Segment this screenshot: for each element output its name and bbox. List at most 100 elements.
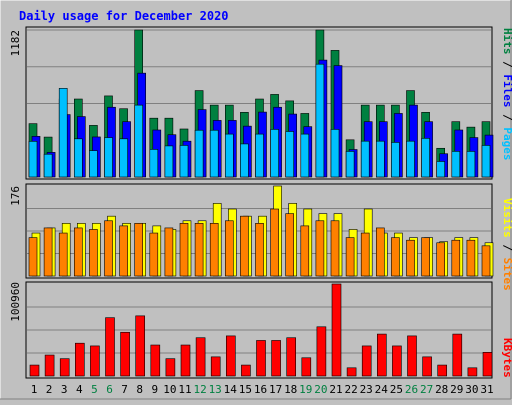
bar-pages-day-4 [74, 138, 83, 178]
bar-pages-day-30 [466, 151, 476, 178]
bar-pages-day-23 [360, 140, 370, 178]
x-tick-label-day-14: 14 [224, 383, 238, 396]
bar-kbytes-day-25 [392, 345, 402, 377]
x-tick-label-day-2: 2 [46, 383, 53, 396]
bar-sites-day-14 [225, 220, 234, 277]
bar-sites-day-20 [315, 220, 325, 277]
x-tick-label-day-11: 11 [178, 383, 191, 396]
x-tick-label-day-6: 6 [106, 383, 113, 396]
legend-sites: Sites [501, 258, 512, 291]
bar-sites-day-22 [345, 237, 355, 277]
bar-sites-day-9 [149, 232, 159, 277]
x-tick-label-day-10: 10 [163, 383, 176, 396]
ymax-label-hits: 1182 [9, 30, 22, 57]
bar-sites-day-8 [134, 223, 143, 277]
x-tick-label-day-9: 9 [151, 383, 158, 396]
bar-kbytes-day-6 [105, 317, 115, 377]
x-tick-label-day-22: 22 [344, 383, 357, 396]
ymax-label-visits: 176 [9, 186, 22, 206]
legend-sep-3: / [501, 238, 512, 258]
bar-kbytes-day-22 [346, 367, 357, 377]
bar-kbytes-day-3 [59, 358, 70, 377]
legend-files: Files [501, 74, 512, 107]
bar-kbytes-day-9 [150, 344, 161, 377]
legend-visits-panel: Visits / Sites [501, 198, 512, 291]
bar-sites-day-13 [209, 223, 219, 277]
bar-sites-day-2 [43, 227, 53, 277]
bar-pages-day-15 [240, 143, 249, 178]
bars-layer [28, 29, 494, 377]
bar-pages-day-21 [330, 129, 340, 178]
bar-sites-day-1 [28, 237, 38, 277]
bar-kbytes-day-29 [452, 333, 463, 377]
x-tick-label-day-4: 4 [76, 383, 83, 396]
bar-sites-day-30 [466, 239, 476, 277]
bar-pages-day-9 [149, 149, 159, 178]
bar-kbytes-day-14 [226, 335, 236, 377]
x-tick-label-day-29: 29 [450, 383, 463, 396]
bar-kbytes-day-12 [195, 337, 206, 377]
legend-sep-2: / [501, 108, 512, 128]
x-tick-label-day-19: 19 [299, 383, 312, 396]
bar-sites-day-23 [360, 232, 370, 277]
bar-pages-day-7 [119, 138, 128, 178]
x-tick-label-day-16: 16 [254, 383, 267, 396]
bar-kbytes-day-27 [422, 356, 432, 377]
legend-hits-panel: Hits / Files / Pages [501, 28, 512, 161]
bar-kbytes-day-21 [331, 283, 342, 377]
bar-kbytes-day-20 [316, 326, 327, 377]
bar-pages-day-13 [209, 129, 219, 178]
bar-kbytes-day-28 [437, 364, 448, 377]
bar-sites-day-11 [179, 223, 189, 277]
chart-title: Daily usage for December 2020 [19, 9, 229, 23]
bar-pages-day-22 [345, 151, 355, 178]
x-tick-label-day-8: 8 [136, 383, 143, 396]
bar-sites-day-28 [436, 242, 446, 277]
x-tick-label-day-15: 15 [239, 383, 252, 396]
bar-pages-day-6 [104, 137, 113, 178]
bar-sites-day-29 [451, 239, 461, 277]
bar-sites-day-24 [375, 227, 385, 277]
bar-kbytes-day-31 [482, 352, 493, 377]
bar-sites-day-18 [285, 213, 295, 277]
bar-kbytes-day-23 [361, 345, 372, 377]
bar-pages-day-29 [451, 151, 461, 178]
bar-pages-day-28 [436, 161, 446, 178]
bar-sites-day-7 [119, 225, 128, 277]
x-tick-label-day-18: 18 [284, 383, 297, 396]
x-tick-label-day-27: 27 [420, 383, 433, 396]
bar-pages-day-20 [315, 63, 325, 178]
legend-kbytes: KBytes [501, 338, 512, 378]
bar-sites-day-19 [300, 225, 310, 277]
x-tick-label-day-26: 26 [405, 383, 418, 396]
bar-sites-day-16 [255, 223, 264, 277]
bar-kbytes-day-30 [467, 367, 478, 377]
bar-kbytes-day-5 [90, 345, 100, 377]
bar-pages-day-24 [375, 140, 385, 178]
x-tick-label-day-30: 30 [465, 383, 478, 396]
legend-visits: Visits [501, 198, 512, 238]
bar-kbytes-day-17 [271, 340, 281, 377]
bar-kbytes-day-7 [120, 331, 130, 377]
bar-kbytes-day-24 [376, 333, 387, 377]
x-tick-label-day-28: 28 [435, 383, 448, 396]
bar-kbytes-day-2 [44, 354, 55, 377]
bar-sites-day-31 [481, 245, 491, 277]
bar-kbytes-day-10 [165, 358, 176, 377]
bar-sites-day-26 [406, 239, 415, 277]
bar-kbytes-day-8 [135, 315, 145, 377]
bar-pages-day-2 [43, 153, 53, 178]
bar-kbytes-day-1 [29, 364, 40, 377]
bar-sites-day-21 [330, 220, 340, 277]
x-tick-label-day-21: 21 [329, 383, 342, 396]
bar-pages-day-12 [194, 129, 204, 178]
bar-pages-day-11 [179, 145, 189, 178]
legend-pages: Pages [501, 127, 512, 160]
bar-pages-day-16 [255, 133, 264, 178]
bar-pages-day-17 [270, 129, 279, 178]
x-tick-label-day-1: 1 [31, 383, 38, 396]
bar-pages-day-18 [285, 131, 295, 178]
bar-pages-day-3 [58, 88, 68, 178]
